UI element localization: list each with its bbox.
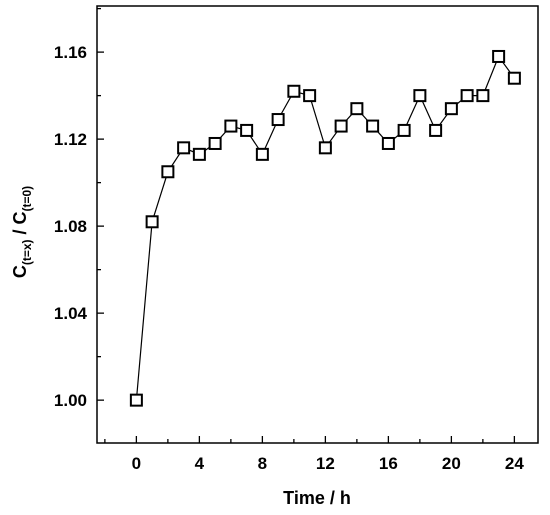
- data-point: [381, 136, 395, 150]
- data-point: [224, 119, 238, 133]
- data-point: [460, 89, 474, 103]
- x-tick-label: 24: [505, 454, 524, 473]
- y-tick-label: 1.08: [54, 217, 87, 236]
- data-point: [177, 141, 191, 155]
- x-tick-label: 4: [195, 454, 205, 473]
- data-point: [318, 141, 332, 155]
- data-point: [492, 49, 506, 63]
- data-point: [507, 71, 521, 85]
- y-tick-label: 1.04: [54, 304, 88, 323]
- x-tick-label: 20: [442, 454, 461, 473]
- y-axis: 1.00 1.04 1.08 1.12 1.16: [54, 7, 104, 410]
- y-tick-label: 1.12: [54, 130, 87, 149]
- y-tick-label: 1.00: [54, 391, 87, 410]
- plot-area: [96, 5, 539, 444]
- data-point: [129, 393, 143, 407]
- data-point: [192, 147, 206, 161]
- data-point: [334, 119, 348, 133]
- x-tick-label: 0: [132, 454, 141, 473]
- plot-frame: [96, 5, 539, 444]
- y-axis-title-c2: C: [10, 211, 30, 224]
- x-tick-label: 16: [379, 454, 398, 473]
- data-point: [161, 165, 175, 179]
- data-point: [350, 102, 364, 116]
- x-axis-title: Time / h: [283, 488, 351, 508]
- y-axis-title: C(t=x) / C(t=0): [10, 186, 34, 278]
- y-tick-label: 1.16: [54, 43, 87, 62]
- data-point: [287, 84, 301, 98]
- x-axis: 0 4 8 12 16 20 24: [104, 436, 524, 473]
- x-tick-label: 8: [258, 454, 267, 473]
- data-point: [413, 89, 427, 103]
- data-point: [208, 136, 222, 150]
- data-point: [145, 215, 159, 229]
- data-series: [129, 49, 521, 407]
- data-point: [271, 113, 285, 127]
- data-point: [429, 123, 443, 137]
- data-point: [303, 89, 317, 103]
- data-point: [366, 119, 380, 133]
- y-axis-title-sub2: (t=0): [20, 186, 34, 212]
- data-point: [444, 102, 458, 116]
- data-point: [397, 123, 411, 137]
- y-axis-title-c1: C: [10, 265, 30, 278]
- data-point: [476, 89, 490, 103]
- data-point: [240, 123, 254, 137]
- x-tick-label: 12: [316, 454, 335, 473]
- data-point: [255, 147, 269, 161]
- y-axis-title-sub1: (t=x): [20, 240, 34, 266]
- y-axis-title-mid: /: [10, 224, 30, 239]
